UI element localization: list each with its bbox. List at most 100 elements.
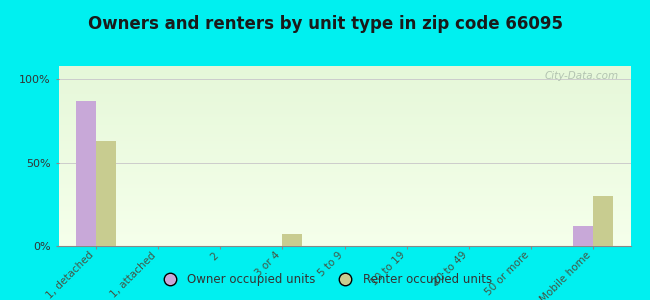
- Bar: [58, 104, 630, 105]
- Bar: [58, 176, 630, 177]
- Bar: [58, 100, 630, 101]
- Bar: [58, 107, 630, 108]
- Bar: [58, 152, 630, 153]
- Bar: [58, 96, 630, 97]
- Bar: [58, 93, 630, 94]
- Bar: [58, 105, 630, 106]
- Bar: [58, 98, 630, 99]
- Bar: [58, 82, 630, 83]
- Bar: [58, 197, 630, 198]
- Bar: [58, 171, 630, 172]
- Bar: [58, 183, 630, 184]
- Bar: [58, 190, 630, 191]
- Bar: [58, 108, 630, 109]
- Bar: [58, 76, 630, 77]
- Bar: [58, 66, 630, 67]
- Bar: [58, 232, 630, 233]
- Bar: [58, 77, 630, 78]
- Bar: [58, 67, 630, 68]
- Bar: [58, 198, 630, 199]
- Bar: [58, 111, 630, 112]
- Bar: [58, 146, 630, 147]
- Bar: [58, 112, 630, 113]
- Bar: [58, 154, 630, 155]
- Bar: [58, 160, 630, 161]
- Bar: [58, 101, 630, 102]
- Bar: [58, 90, 630, 91]
- Bar: [58, 166, 630, 167]
- Bar: [58, 186, 630, 187]
- Bar: [58, 244, 630, 245]
- Bar: [58, 206, 630, 207]
- Bar: [58, 169, 630, 170]
- Bar: [58, 242, 630, 243]
- Bar: [58, 69, 630, 70]
- Bar: [58, 177, 630, 178]
- Bar: [58, 160, 630, 161]
- Bar: [58, 233, 630, 234]
- Bar: [593, 196, 613, 246]
- Bar: [58, 141, 630, 142]
- Bar: [58, 201, 630, 202]
- Bar: [58, 91, 630, 92]
- Bar: [58, 116, 630, 117]
- Bar: [96, 141, 116, 246]
- Bar: [58, 137, 630, 138]
- Text: Owners and renters by unit type in zip code 66095: Owners and renters by unit type in zip c…: [88, 15, 562, 33]
- Bar: [58, 231, 630, 232]
- Bar: [58, 88, 630, 89]
- Bar: [58, 118, 630, 119]
- Bar: [58, 139, 630, 140]
- Bar: [58, 158, 630, 159]
- Legend: Owner occupied units, Renter occupied units: Owner occupied units, Renter occupied un…: [153, 269, 497, 291]
- Bar: [58, 172, 630, 173]
- Bar: [58, 209, 630, 210]
- Bar: [58, 148, 630, 149]
- Bar: [58, 150, 630, 151]
- Bar: [58, 149, 630, 150]
- Bar: [58, 123, 630, 124]
- Bar: [58, 95, 630, 96]
- Bar: [58, 81, 630, 82]
- Bar: [58, 84, 630, 85]
- Bar: [58, 202, 630, 203]
- Bar: [58, 192, 630, 193]
- Bar: [58, 178, 630, 179]
- Bar: [58, 92, 630, 93]
- Bar: [58, 211, 630, 212]
- Bar: [58, 216, 630, 217]
- Bar: [58, 182, 630, 183]
- Bar: [58, 147, 630, 148]
- Bar: [58, 230, 630, 231]
- Bar: [58, 126, 630, 127]
- Bar: [58, 136, 630, 137]
- Bar: [58, 235, 630, 236]
- Bar: [58, 162, 630, 163]
- Bar: [58, 188, 630, 189]
- Bar: [58, 144, 630, 145]
- Bar: [58, 117, 630, 118]
- Bar: [58, 131, 630, 132]
- Bar: [58, 194, 630, 195]
- Bar: [58, 229, 630, 230]
- Bar: [282, 234, 302, 246]
- Bar: [58, 225, 630, 226]
- Bar: [58, 119, 630, 120]
- Bar: [58, 208, 630, 209]
- Bar: [58, 129, 630, 130]
- Bar: [58, 222, 630, 223]
- Bar: [58, 187, 630, 188]
- Bar: [58, 161, 630, 162]
- Bar: [58, 169, 630, 170]
- Bar: [58, 185, 630, 186]
- Bar: [58, 140, 630, 141]
- Bar: [58, 217, 630, 218]
- Bar: [58, 80, 630, 81]
- Bar: [58, 79, 630, 80]
- Bar: [58, 210, 630, 211]
- Bar: [58, 228, 630, 229]
- Bar: [58, 212, 630, 213]
- Bar: [58, 189, 630, 190]
- Bar: [58, 173, 630, 174]
- Bar: [58, 181, 630, 182]
